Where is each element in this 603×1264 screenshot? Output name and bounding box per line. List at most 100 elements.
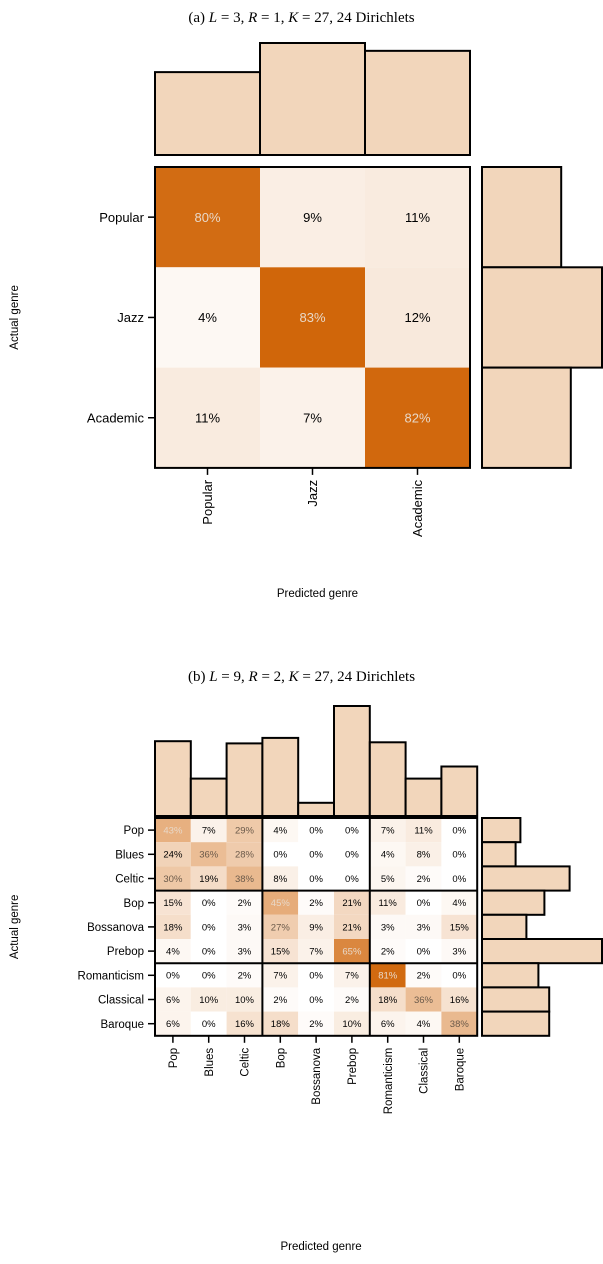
chart-b-cell	[405, 842, 442, 867]
chart-b-cell	[155, 818, 191, 843]
chart-b-cell	[190, 1011, 227, 1036]
chart-b-cell-label: 6%	[166, 995, 180, 1006]
chart-b-cell	[334, 963, 370, 988]
chart-b-cell-label: 21%	[342, 898, 362, 909]
chart-a-cell	[155, 267, 260, 368]
chart-a-cell-label: 11%	[405, 210, 430, 225]
chart-b-cell-label: 2%	[345, 995, 359, 1006]
chart-b-cell	[334, 987, 370, 1012]
chart-b-cell-label: 0%	[417, 947, 431, 958]
chart-b-top-bar-8	[440, 765, 479, 817]
chart-b-cell-label: 2%	[381, 947, 395, 958]
chart-a-right-bar-1	[481, 266, 603, 369]
chart-b-cell	[262, 842, 299, 867]
chart-b-cell-label: 2%	[417, 874, 431, 885]
chart-b-cell	[405, 1011, 442, 1036]
chart-a-right-bar-2	[481, 366, 572, 469]
chart-b-cell	[369, 963, 406, 988]
chart-b-cell-label: 2%	[417, 971, 431, 982]
chart-b-cell-label: 16%	[235, 1019, 255, 1030]
chart-b-cell-label: 4%	[417, 1019, 431, 1030]
chart-b-cell-label: 11%	[414, 826, 433, 837]
chart-b-y-tick-label: Prebop	[107, 946, 144, 958]
chart-b-cell	[369, 890, 406, 915]
chart-a-x-axis-title: Predicted genre	[277, 588, 358, 600]
chart-a-top-bar-0	[154, 71, 261, 156]
chart-b-top-bar-0	[154, 740, 192, 818]
chart-a-y-tick-label: Popular	[99, 210, 144, 225]
chart-b-cell-label: 38%	[450, 1019, 470, 1030]
chart-b-cell	[298, 987, 334, 1012]
chart-b-right-bar-4	[481, 913, 528, 940]
chart-b-cell	[226, 914, 263, 939]
chart-b-cell	[334, 890, 370, 915]
chart-b-cell-label: 0%	[202, 1019, 216, 1030]
chart-b-right-bar-3	[481, 889, 546, 916]
chart-a-top-bar-2	[364, 49, 471, 157]
chart-b-cell-label: 36%	[199, 850, 219, 861]
chart-a-y-tick-label: Jazz	[117, 310, 144, 325]
chart-a-cell	[260, 167, 365, 268]
chart-b-top-bar-4	[297, 801, 336, 817]
chart-b-top-bar-7	[404, 777, 443, 817]
chart-b-cell	[298, 842, 334, 867]
chart-b-cell	[155, 842, 191, 867]
chart-b-cell-label: 2%	[309, 1019, 323, 1030]
chart-b-cell-label: 10%	[199, 995, 219, 1006]
chart-a-y-axis-title: Actual genre	[9, 285, 21, 350]
chart-b-right-bar-6	[481, 962, 540, 989]
chart-b-cell-label: 28%	[235, 850, 255, 861]
chart-b-cell-label: 0%	[309, 971, 323, 982]
chart-b-cell-label: 0%	[345, 874, 359, 885]
chart-b-x-tick-label: Bop	[275, 1048, 287, 1068]
chart-a-cell	[155, 167, 260, 268]
chart-b-cell-label: 0%	[166, 971, 180, 982]
chart-a-x-tick-label: Popular	[200, 479, 215, 524]
chart-b-cell	[369, 866, 406, 891]
chart-b-cell-label: 0%	[452, 971, 466, 982]
chart-b-right-bar-5	[481, 938, 603, 965]
chart-b-cell	[298, 963, 334, 988]
chart-b-cell-label: 3%	[381, 922, 395, 933]
chart-b-cell-label: 5%	[381, 874, 395, 885]
chart-b-cell	[334, 842, 370, 867]
chart-b-cell	[441, 914, 478, 939]
chart-b-cell	[334, 866, 370, 891]
chart-b-cell-label: 65%	[342, 947, 362, 958]
chart-b-cell-label: 38%	[235, 874, 255, 885]
chart-b-cell	[155, 1011, 191, 1036]
chart-b-cell-label: 18%	[163, 922, 183, 933]
chart-b-cell-label: 2%	[309, 898, 323, 909]
chart-b-cell	[190, 939, 227, 964]
chart-b-cell-label: 2%	[273, 995, 287, 1006]
chart-b-cell-label: 0%	[345, 826, 359, 837]
chart-b-cell-label: 4%	[273, 826, 287, 837]
chart-b-cell	[155, 963, 191, 988]
chart-b-cell-label: 7%	[309, 947, 323, 958]
chart-b-top-bar-1	[189, 777, 228, 817]
chart-b-y-tick-label: Classical	[98, 995, 144, 1007]
chart-b-cell-label: 0%	[202, 947, 216, 958]
chart-b-cell	[190, 866, 227, 891]
chart-b-cell	[262, 1011, 299, 1036]
chart-a-cell-label: 80%	[194, 210, 220, 225]
chart-b-cell-label: 8%	[417, 850, 431, 861]
chart-b-cell-label: 0%	[273, 850, 287, 861]
chart-a-cell-label: 82%	[404, 410, 430, 425]
chart-b-cell	[334, 939, 370, 964]
chart-b-cell	[226, 963, 263, 988]
chart-b-cell-label: 0%	[417, 898, 431, 909]
chart-b-cell-label: 4%	[381, 850, 395, 861]
chart-b-top-bar-3	[261, 736, 300, 818]
chart-b-cell	[155, 866, 191, 891]
chart-b-cell	[298, 1011, 334, 1036]
chart-b-cell	[262, 987, 299, 1012]
chart-b-cell	[190, 914, 227, 939]
chart-b-cell	[405, 890, 442, 915]
chart-b-cell	[155, 890, 191, 915]
chart-b-y-tick-label: Bossanova	[87, 922, 145, 934]
chart-b-y-tick-label: Blues	[115, 849, 144, 861]
chart-b-cell-label: 2%	[238, 971, 252, 982]
chart-b-cell-label: 0%	[202, 898, 216, 909]
